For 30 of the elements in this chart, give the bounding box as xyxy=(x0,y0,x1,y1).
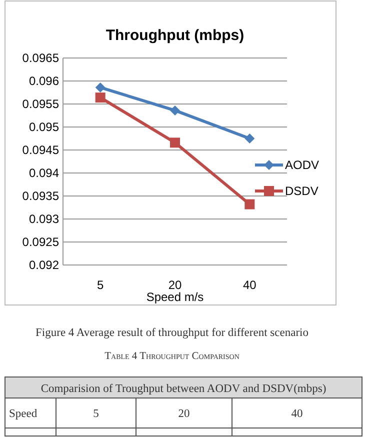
caption: Figure 4 Average result of throughput for different scenario xyxy=(36,327,309,339)
y-tick-label: 0.0965 xyxy=(22,51,60,66)
text: Speed xyxy=(9,408,38,420)
x-tick-label: 5 xyxy=(96,278,104,292)
chart-title: Throughput (mbps) xyxy=(106,27,244,44)
point xyxy=(244,134,255,144)
text: 20 xyxy=(178,408,190,420)
text: Comparision of Troughput between AODV and DSDV(mbps) xyxy=(40,383,326,396)
y-tick-label: 0.094 xyxy=(28,166,60,180)
x-tick-label: 20 xyxy=(168,278,182,292)
point xyxy=(95,92,106,103)
x-axis-title: Speed m/s xyxy=(146,290,204,304)
text: 5 xyxy=(93,408,100,420)
y-tick-label: 0.0955 xyxy=(22,97,60,112)
y-tick-label: 0.0945 xyxy=(22,143,60,158)
y-tick-label: 0.096 xyxy=(28,74,60,88)
point xyxy=(244,199,255,210)
legend-label: AODV xyxy=(285,158,320,172)
y-tick-label: 0.092 xyxy=(28,258,60,272)
point xyxy=(170,105,180,116)
x-tick-label: 40 xyxy=(242,278,257,292)
y-tick-label: 0.095 xyxy=(28,120,60,134)
y-tick-label: 0.0925 xyxy=(22,235,60,250)
caption: Table 4 Throughput Comparison xyxy=(104,351,240,362)
y-tick-label: 0.093 xyxy=(28,212,60,226)
point xyxy=(95,82,106,92)
y-tick-label: 0.0935 xyxy=(22,189,60,204)
point xyxy=(170,138,180,148)
text: 40 xyxy=(291,408,303,420)
legend-label: DSDV xyxy=(285,184,318,198)
